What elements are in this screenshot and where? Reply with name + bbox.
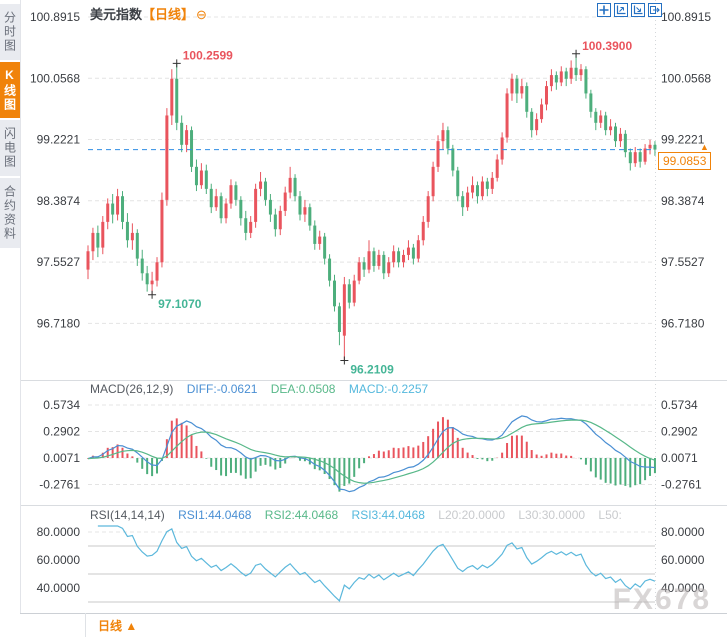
y-axis-label: 97.5527 xyxy=(661,255,705,269)
macd-dea-line xyxy=(87,419,656,484)
rsi1-value: RSI1:44.0468 xyxy=(178,508,252,522)
macd-macd-value: MACD:-0.2257 xyxy=(348,382,429,396)
rsi-header: RSI(14,14,14) RSI1:44.0468 RSI2:44.0468 … xyxy=(90,508,632,522)
y-axis-label: -0.2761 xyxy=(39,478,80,492)
pan-move-icon[interactable] xyxy=(597,3,611,17)
y-axis-label: 0.0071 xyxy=(661,451,698,465)
auto-fit-y-icon[interactable] xyxy=(614,3,628,17)
rsi-l20-value: L20:20.0000 xyxy=(438,508,505,522)
price-annotation: 100.2599 xyxy=(183,48,233,62)
y-axis-label: 40.0000 xyxy=(37,581,81,595)
y-axis-label: 0.0071 xyxy=(43,451,80,465)
extreme-marker-icon xyxy=(148,290,157,299)
sidebar: 分时图 K线图 闪电图 合约资料 xyxy=(0,0,21,637)
rsi-name: RSI(14,14,14) xyxy=(90,508,165,522)
y-axis-label: 60.0000 xyxy=(37,553,81,567)
price-annotation: 97.1070 xyxy=(158,297,202,311)
macd-name: MACD(26,12,9) xyxy=(90,382,174,396)
sidebar-tab-lightning-chart[interactable]: 闪电图 xyxy=(0,120,20,176)
y-axis-label: 96.7180 xyxy=(661,316,705,330)
y-axis-label: 0.2902 xyxy=(661,425,698,439)
period-tag: 【日线】 xyxy=(142,7,195,22)
period-selector[interactable]: 日线 ▲ xyxy=(98,619,138,633)
y-axis-label: 99.2221 xyxy=(661,133,705,147)
extreme-marker-icon xyxy=(572,49,581,58)
watermark: FX678 xyxy=(612,583,711,616)
extreme-marker-icon xyxy=(172,59,181,68)
y-axis-label: -0.2761 xyxy=(661,478,702,492)
y-axis-label: 98.3874 xyxy=(37,194,81,208)
collapse-indicator-icon[interactable]: ⊖ xyxy=(196,7,207,22)
jump-to-latest-icon[interactable] xyxy=(648,3,662,17)
rsi-l50-value: L50: xyxy=(598,508,622,522)
y-axis-label: 80.0000 xyxy=(37,525,81,539)
y-axis-label: 100.8915 xyxy=(661,10,711,24)
y-axis-label: 80.0000 xyxy=(661,525,705,539)
macd-diff-line xyxy=(87,415,656,493)
instrument-name: 美元指数 xyxy=(90,7,143,22)
y-axis-label: 96.7180 xyxy=(37,316,81,330)
chart-toolbar xyxy=(597,3,662,17)
y-axis-label: 98.3874 xyxy=(661,194,705,208)
auto-fit-x-icon[interactable] xyxy=(631,3,645,17)
y-axis-label: 100.8915 xyxy=(30,10,80,24)
y-axis-label: 0.2902 xyxy=(43,425,80,439)
y-axis-label: 0.5734 xyxy=(661,398,698,412)
rsi-line xyxy=(97,525,656,602)
y-axis-label: 100.0568 xyxy=(30,71,80,85)
date-axis: 2025/082025/092025/102025/112025/12 xyxy=(20,613,727,637)
candles xyxy=(86,53,657,361)
rsi-l30-value: L30:30.0000 xyxy=(518,508,586,522)
sidebar-tab-time-chart[interactable]: 分时图 xyxy=(0,4,20,60)
y-axis-label: 0.5734 xyxy=(43,398,80,412)
chart-title: 美元指数【日线】 ⊖ xyxy=(90,4,207,23)
rsi2-value: RSI2:44.0468 xyxy=(264,508,339,522)
y-axis-label: 99.2221 xyxy=(37,133,81,147)
axis-corner-divider xyxy=(85,613,86,637)
current-price-badge: 99.0853 xyxy=(658,152,712,170)
macd-dea-value: DEA:0.0508 xyxy=(270,382,336,396)
y-axis-label: 40.0000 xyxy=(661,581,705,595)
macd-diff-value: DIFF:-0.0621 xyxy=(186,382,258,396)
sidebar-tab-kline-chart[interactable]: K线图 xyxy=(0,62,20,118)
rsi3-value: RSI3:44.0468 xyxy=(351,508,425,522)
macd-header: MACD(26,12,9) DIFF:-0.0621 DEA:0.0508 MA… xyxy=(90,382,438,396)
y-axis-label: 97.5527 xyxy=(37,255,81,269)
price-annotation: 100.3900 xyxy=(582,39,632,53)
price-annotation: 96.2109 xyxy=(350,363,394,377)
price-up-arrow-icon: ▲ xyxy=(700,142,709,152)
sidebar-tab-contract-info[interactable]: 合约资料 xyxy=(0,178,20,248)
y-axis-label: 100.0568 xyxy=(661,71,711,85)
y-axis-label: 60.0000 xyxy=(661,553,705,567)
extreme-marker-icon xyxy=(340,356,349,365)
